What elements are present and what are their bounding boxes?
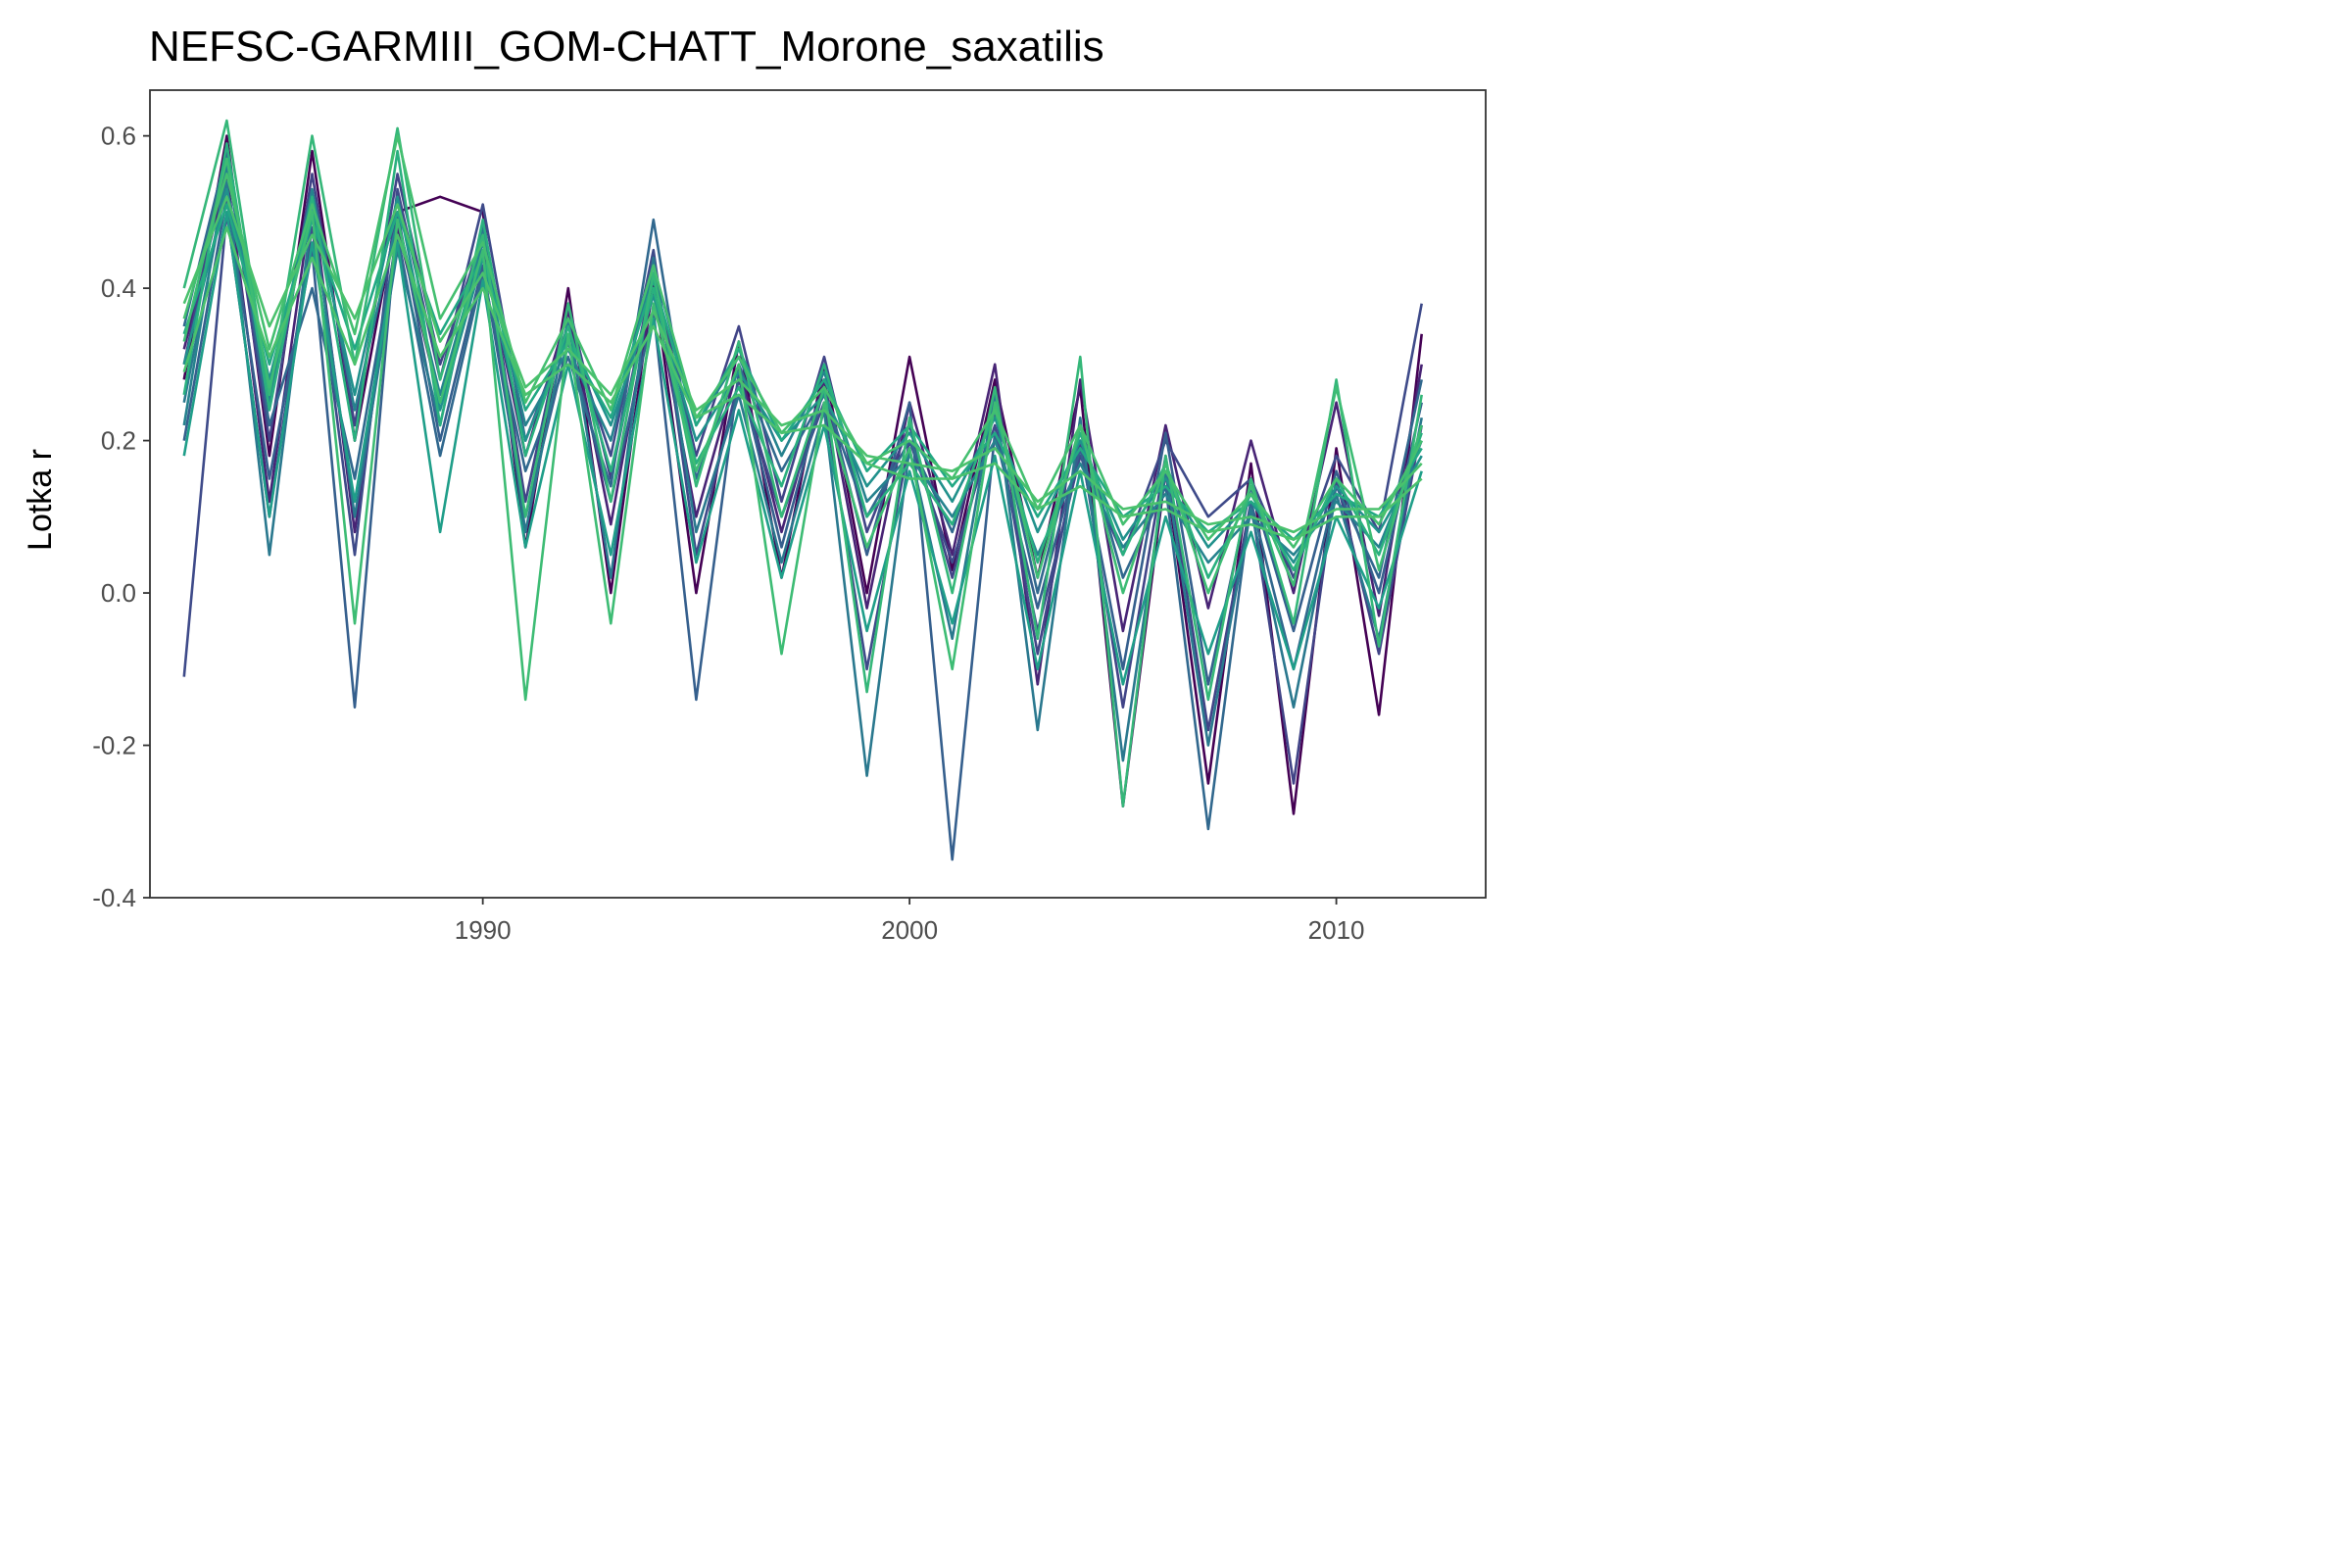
x-tick-label: 2000 [881,915,938,945]
chart-svg: NEFSC-GARMIII_GOM-CHATT_Morone_saxatilis… [22,23,1487,945]
y-tick-label: 0.2 [101,426,136,456]
x-tick-label: 2010 [1308,915,1365,945]
y-tick-label: 0.6 [101,122,136,151]
series-line-14 [182,157,1423,702]
y-tick-label: -0.2 [92,731,136,760]
series-line-8 [182,165,1423,564]
y-tick-label: -0.4 [92,883,136,912]
y-tick-label: 0.0 [101,578,136,608]
series-line-17 [182,225,1423,541]
series-line-16 [182,195,1423,534]
chart-title: NEFSC-GARMIII_GOM-CHATT_Morone_saxatilis [149,23,1104,71]
y-axis-label: Lotka r [22,449,59,551]
series-line-9 [182,187,1423,564]
series-layer [182,119,1423,861]
plot-panel-border [149,89,1487,899]
axis-layer: -0.4 -0.2 0.0 0.2 0.4 0.6 1990 2000 2010 [92,122,1364,945]
y-tick-label: 0.4 [101,273,136,303]
x-tick-label: 1990 [455,915,512,945]
series-line-12 [182,142,1423,579]
